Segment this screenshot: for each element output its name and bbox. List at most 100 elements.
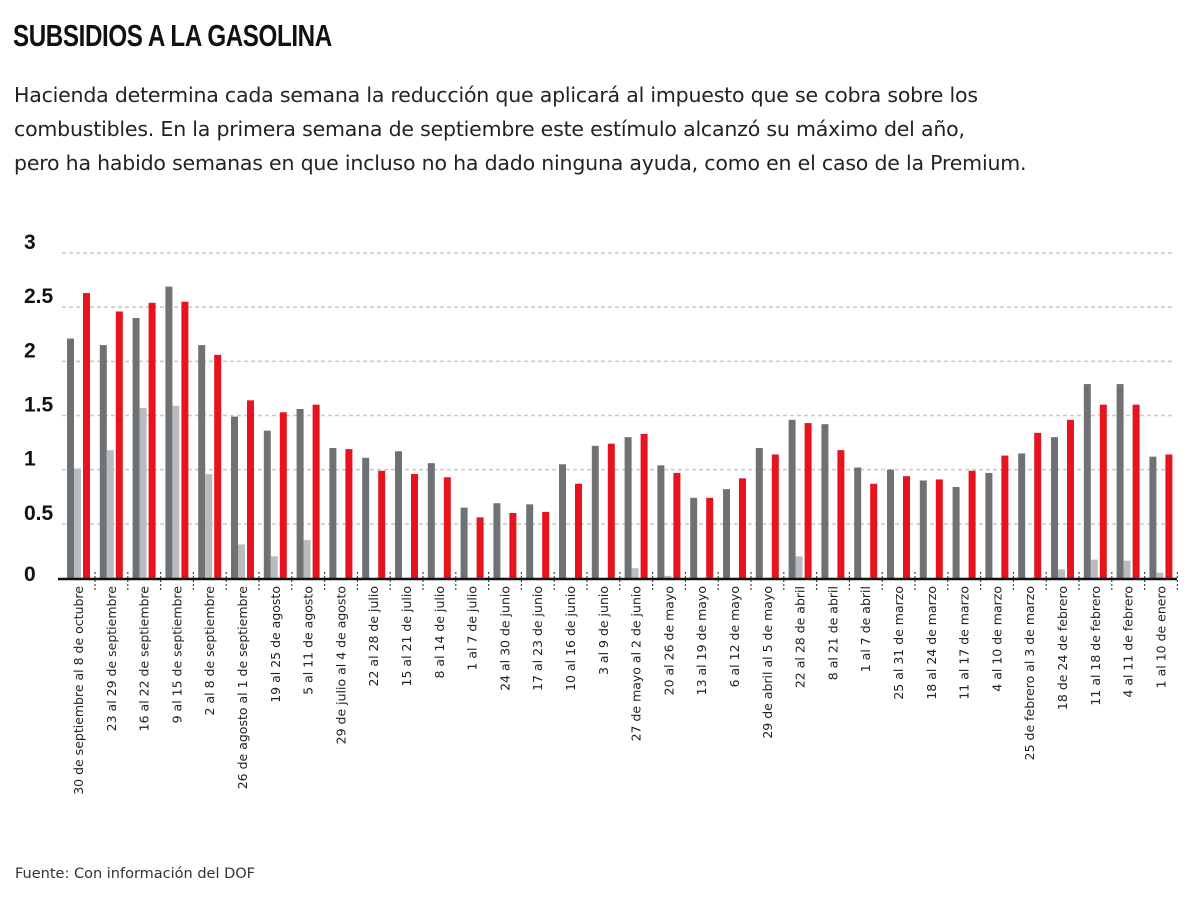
x-tick-label: 19 al 25 de agosto [268,586,283,703]
bar-red [804,423,812,578]
y-tick-label: 1.5 [24,394,54,417]
bar-red [509,513,517,578]
x-tick-label: 1 al 7 de abril [858,586,873,672]
x-tick-label: 29 de abril al 5 de mayo [760,586,775,739]
x-tick-label: 25 al 31 de marzo [891,586,906,700]
x-tick-label: 22 al 28 de abril [793,586,808,688]
bar-dark-gray [657,465,665,578]
bar-light-gray [1090,559,1098,578]
x-axis-labels: 30 de septiembre al 8 de octubre 23 al 29… [71,586,1168,795]
bar-dark-gray [460,507,468,578]
bar-dark-gray [887,469,894,578]
bar-light-gray [172,405,180,578]
bar-dark-gray [329,448,337,578]
bar-red [1132,404,1140,578]
bar-red [411,474,418,578]
bar-dark-gray [362,457,370,578]
bar-red [706,497,714,578]
bar-red [181,301,189,578]
x-tick-label: 10 al 16 de junio [563,586,578,691]
bar-dark-gray [690,497,698,578]
bar-red [214,354,222,578]
bar-dark-gray [624,437,632,578]
bar-red [673,472,681,578]
bar-red [247,400,254,578]
bar-red [575,483,582,578]
bar-light-gray [1156,572,1164,578]
bar-dark-gray [755,448,763,578]
bar-red [148,302,156,578]
x-tick-label: 20 al 26 de mayo [661,586,676,695]
bar-dark-gray [591,445,599,578]
bar-light-gray [631,568,639,578]
bar-dark-gray [919,480,927,578]
bar-dark-gray [296,409,304,578]
x-tick-label: 23 al 29 de septiembre [104,586,119,732]
bar-red [1067,419,1074,578]
bar-dark-gray [493,503,501,578]
x-tick-label: 27 de mayo al 2 de junio [629,586,644,741]
bar-red [1001,455,1009,578]
bar-dark-gray [788,419,796,578]
bar-red [443,477,451,578]
x-tick-label: 17 al 23 de junio [530,586,545,691]
x-tick-label: 18 al 24 de marzo [924,586,939,700]
subtitle-line: Hacienda determina cada semana la reducc… [14,83,978,107]
bar-dark-gray [198,345,206,578]
bar-red [903,476,910,578]
bar-light-gray [1123,560,1131,578]
bar-red [1034,432,1042,578]
chart-title: SUBSIDIOS A LA GASOLINA [13,18,332,53]
bar-dark-gray [165,286,173,578]
y-tick-label: 1 [24,448,36,471]
subtitle-line: combustibles. En la primera semana de se… [14,117,965,141]
bar-red [935,479,943,578]
bar-dark-gray [99,345,107,578]
bars [67,286,1173,578]
x-tick-label: 1 al 10 de enero [1153,586,1168,688]
x-tick-label: 4 al 11 de febrero [1121,586,1136,698]
x-tick-label: 8 al 14 de julio [432,586,447,679]
bar-dark-gray [67,338,74,578]
x-tick-label: 15 al 21 de julio [399,586,414,686]
bar-dark-gray [1018,453,1026,578]
bar-dark-gray [985,472,993,578]
bar-dark-gray [1116,384,1124,578]
bar-dark-gray [854,467,862,578]
x-tick-label: 11 al 18 de febrero [1088,586,1103,706]
bar-red [870,483,878,578]
bar-dark-gray [395,451,402,578]
x-tick-label: 5 al 11 de agosto [301,586,316,695]
bar-light-gray [106,450,114,578]
bar-dark-gray [1083,384,1091,578]
bar-red [739,478,746,578]
y-tick-label: 2.5 [24,285,54,308]
bar-light-gray [238,544,245,578]
bar-red [312,404,320,578]
x-tick-label: 8 al 21 de abril [825,586,840,680]
bar-red [771,454,779,578]
x-tick-label: 4 al 10 de marzo [989,586,1004,692]
x-tick-label: 3 al 9 de junio [596,586,611,675]
bar-red [279,412,287,578]
bar-dark-gray [526,504,534,578]
x-tick-label: 18 de 24 de febrero [1055,586,1070,710]
subtitle-line: pero ha habido semanas en que incluso no… [14,151,1027,175]
bar-light-gray [139,407,147,578]
bar-red [378,470,386,578]
bar-red [115,311,123,578]
x-tick-label: 25 de febrero al 3 de marzo [1022,586,1037,760]
bar-red [1165,454,1173,578]
bar-dark-gray [263,430,271,578]
bar-dark-gray [1051,437,1058,578]
bar-red [837,450,845,578]
bar-red [607,443,615,578]
source-note: Fuente: Con información del DOF [15,866,256,882]
x-axis [58,572,1179,592]
y-tick-label: 0.5 [24,502,54,525]
bar-dark-gray [427,463,435,578]
bar-dark-gray [132,318,140,578]
y-axis-ticks: 0 0.5 1 1.5 2 2.5 3 [24,231,54,586]
x-tick-label: 30 de septiembre al 8 de octubre [71,586,86,795]
bar-light-gray [303,540,311,578]
